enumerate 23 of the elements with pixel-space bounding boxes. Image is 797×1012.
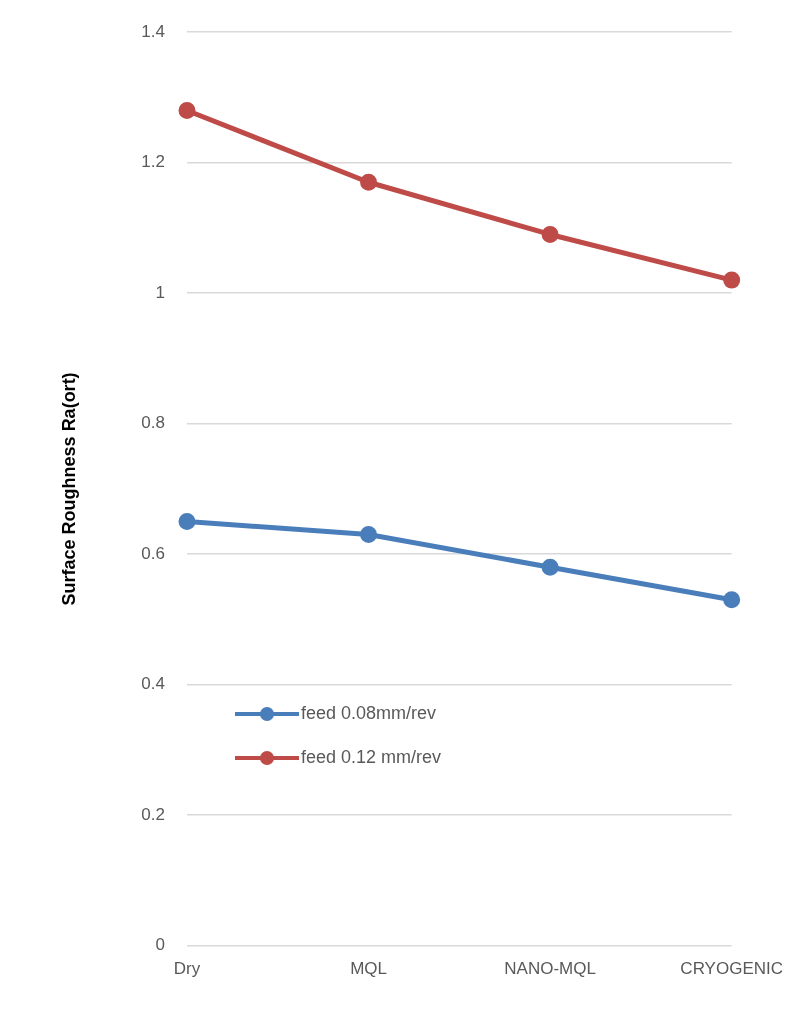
point xyxy=(541,558,559,576)
y-tick-label: 0.4 xyxy=(141,674,165,694)
y-tick-label: 0.6 xyxy=(141,543,165,563)
y-tick-label: 1.2 xyxy=(141,152,165,172)
x-tick-label: MQL xyxy=(350,959,387,979)
y-axis-title: Surface Roughness Ra(ort) xyxy=(58,372,79,606)
y-tick-label: 0 xyxy=(155,935,165,955)
x-tick-label: Dry xyxy=(173,959,201,979)
point xyxy=(723,271,741,289)
point xyxy=(723,591,741,609)
y-tick-label: 0.8 xyxy=(141,413,165,433)
legend-label: feed 0.12 mm/rev xyxy=(301,747,442,769)
y-tick-label: 0.2 xyxy=(141,804,165,824)
point xyxy=(178,101,196,119)
y-tick-label: 1.4 xyxy=(141,21,165,41)
y-tick-label: 1 xyxy=(155,282,165,302)
point xyxy=(360,526,378,544)
point xyxy=(360,173,378,191)
x-tick-label: CRYOGENIC xyxy=(680,959,783,979)
point xyxy=(541,225,559,243)
point xyxy=(178,513,196,531)
legend-label: feed 0.08mm/rev xyxy=(301,703,437,725)
x-tick-label: NANO-MQL xyxy=(504,959,596,979)
